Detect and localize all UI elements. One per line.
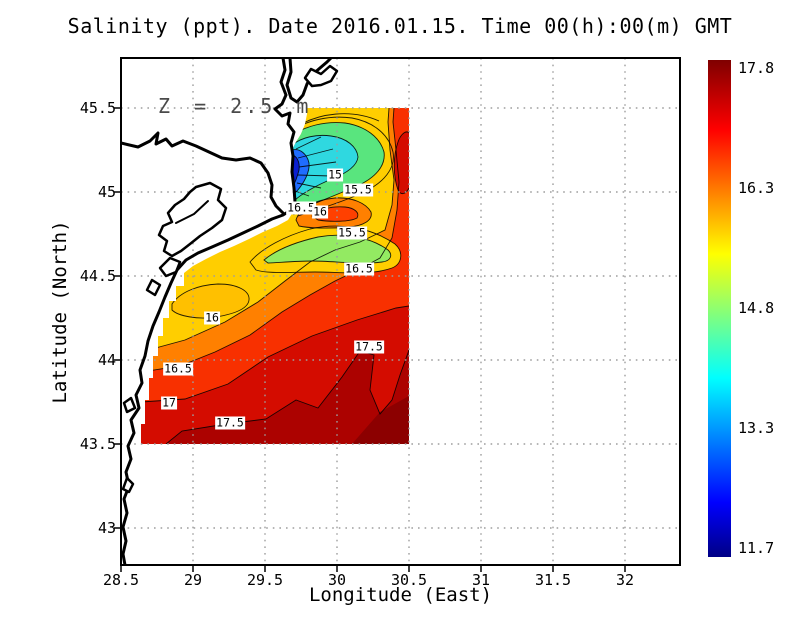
contour-label: 15.5 (343, 182, 373, 197)
y-tick-label: 45.5 (79, 99, 116, 117)
contour-label: 16.5 (344, 261, 374, 276)
contour-label: 16 (312, 204, 328, 219)
x-tick-label: 29 (183, 571, 203, 589)
y-tick-label: 44.5 (79, 267, 116, 285)
x-tick-label: 32 (615, 571, 635, 589)
x-tick-label: 30.5 (390, 571, 428, 589)
coastline-main (121, 58, 297, 565)
lagoon-divider (175, 200, 209, 224)
x-tick-label: 28.5 (102, 571, 140, 589)
depth-annotation: Z = 2.5 m (158, 94, 312, 118)
x-tick-label: 29.5 (246, 571, 284, 589)
contour-label: 17 (161, 395, 177, 410)
bay-north-shore (121, 131, 285, 215)
contour-label: 16.5 (286, 200, 316, 215)
coastal-lake (158, 256, 182, 278)
colorbar-tick-label: 14.8 (738, 299, 775, 317)
contour-label: 17.5 (215, 415, 245, 430)
coastal-lake (145, 278, 162, 297)
y-tick-label: 43.5 (79, 435, 116, 453)
contour-label: 16.5 (163, 361, 193, 376)
contour-lines (141, 108, 409, 444)
plot-title: Salinity (ppt). Date 2016.01.15. Time 00… (67, 14, 733, 38)
x-tick-label: 31 (471, 571, 491, 589)
contour-label: 15 (327, 167, 343, 182)
colorbar-tick-label: 13.3 (738, 419, 775, 437)
y-tick-label: 45 (97, 183, 116, 201)
coastal-lake (122, 396, 137, 414)
plot-border (120, 57, 681, 566)
delta-island (303, 64, 339, 88)
y-tick-label: 44 (97, 351, 116, 369)
colorbar-tick-label: 11.7 (738, 539, 775, 557)
x-tick-label: 31.5 (534, 571, 572, 589)
axis-ticks (114, 107, 626, 572)
contour-label: 15.5 (337, 225, 367, 240)
contour-label: 16 (204, 310, 220, 325)
x-axis-label: Longitude (East) (308, 584, 493, 606)
y-axis-label: Latitude (North) (49, 220, 71, 404)
river-channel (285, 58, 333, 104)
coastline (121, 58, 339, 565)
colorbar-gradient (708, 60, 731, 557)
colorbar-tick-label: 16.3 (738, 179, 775, 197)
colorbar-tick-label: 17.8 (738, 59, 775, 77)
y-tick-label: 43 (97, 519, 116, 537)
coastal-lake (121, 476, 135, 494)
lagoon (157, 181, 228, 258)
x-tick-label: 30 (327, 571, 347, 589)
contour-label: 17.5 (354, 339, 384, 354)
